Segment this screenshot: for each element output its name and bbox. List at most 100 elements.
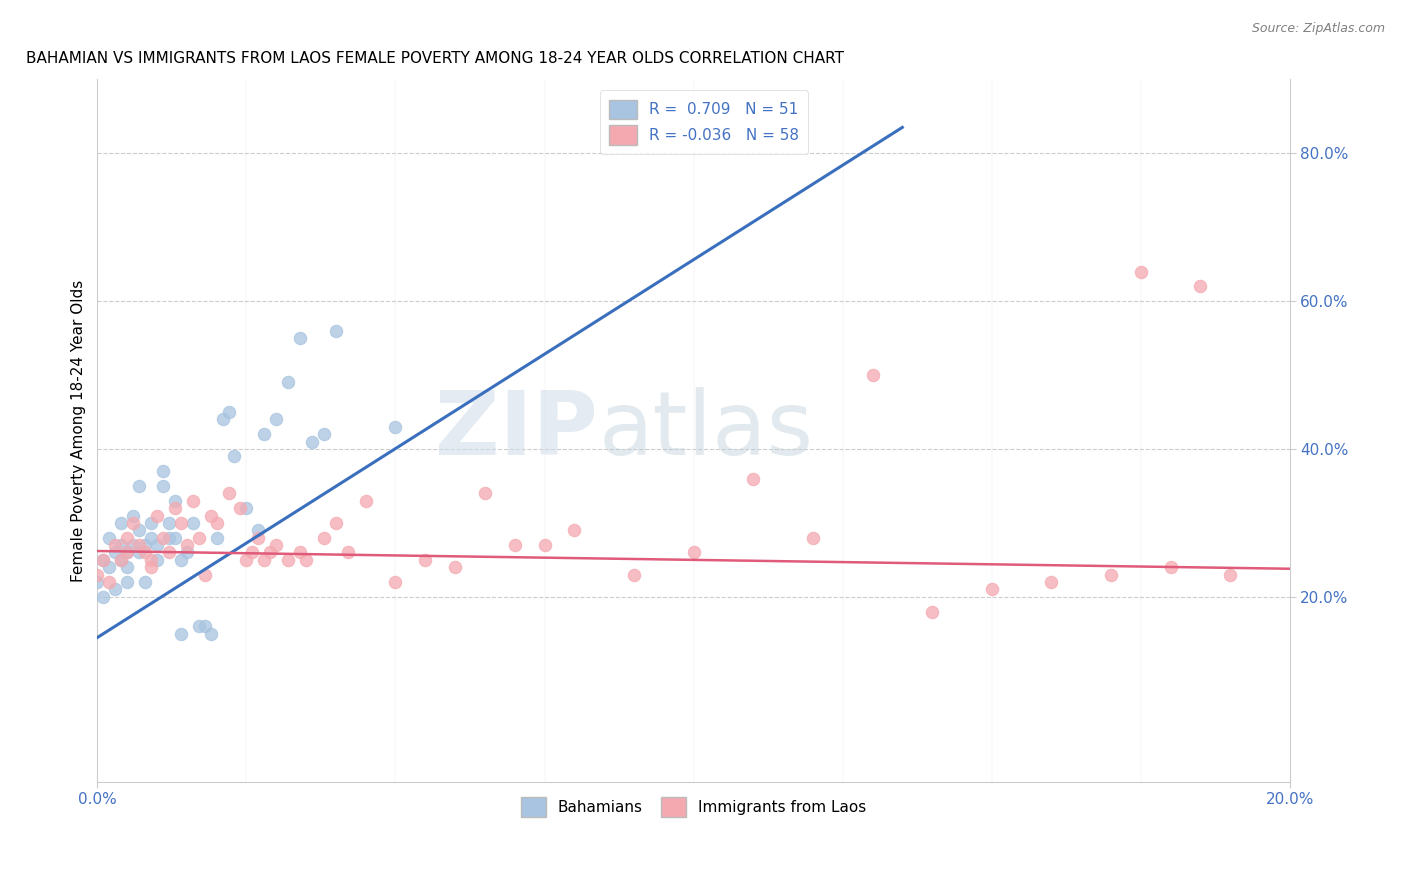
Point — [91, 553, 114, 567]
Point — [211, 412, 233, 426]
Point — [115, 575, 138, 590]
Point — [187, 619, 209, 633]
Point — [128, 479, 150, 493]
Point — [200, 627, 222, 641]
Point — [115, 560, 138, 574]
Point — [218, 405, 240, 419]
Point — [163, 501, 186, 516]
Point — [682, 545, 704, 559]
Point — [1189, 279, 1212, 293]
Point — [139, 553, 162, 567]
Point — [157, 531, 180, 545]
Point — [170, 627, 193, 641]
Point — [921, 605, 943, 619]
Point — [235, 553, 257, 567]
Point — [259, 545, 281, 559]
Point — [247, 524, 270, 538]
Point — [98, 560, 121, 574]
Text: Source: ZipAtlas.com: Source: ZipAtlas.com — [1251, 22, 1385, 36]
Point — [146, 508, 169, 523]
Point — [134, 575, 156, 590]
Point — [98, 575, 121, 590]
Text: atlas: atlas — [598, 387, 813, 474]
Point — [176, 538, 198, 552]
Point — [503, 538, 526, 552]
Point — [325, 516, 347, 530]
Point — [247, 531, 270, 545]
Point — [242, 545, 264, 559]
Point — [163, 493, 186, 508]
Point — [128, 545, 150, 559]
Point — [1040, 575, 1063, 590]
Point — [115, 545, 138, 559]
Point — [277, 376, 299, 390]
Point — [110, 538, 132, 552]
Point — [264, 412, 287, 426]
Point — [742, 472, 765, 486]
Point — [98, 531, 121, 545]
Point — [170, 553, 193, 567]
Point — [235, 501, 257, 516]
Point — [181, 493, 204, 508]
Point — [312, 427, 335, 442]
Point — [91, 590, 114, 604]
Point — [623, 567, 645, 582]
Point — [1219, 567, 1241, 582]
Legend: Bahamians, Immigrants from Laos: Bahamians, Immigrants from Laos — [513, 789, 873, 824]
Point — [288, 545, 311, 559]
Point — [354, 493, 377, 508]
Point — [86, 567, 108, 582]
Point — [128, 538, 150, 552]
Text: ZIP: ZIP — [436, 387, 598, 474]
Point — [146, 553, 169, 567]
Point — [224, 450, 246, 464]
Point — [128, 524, 150, 538]
Point — [139, 531, 162, 545]
Y-axis label: Female Poverty Among 18-24 Year Olds: Female Poverty Among 18-24 Year Olds — [72, 279, 86, 582]
Point — [181, 516, 204, 530]
Point — [1160, 560, 1182, 574]
Point — [384, 575, 406, 590]
Point — [533, 538, 555, 552]
Point — [980, 582, 1002, 597]
Point — [122, 516, 145, 530]
Point — [115, 545, 138, 559]
Point — [91, 553, 114, 567]
Point — [157, 545, 180, 559]
Point — [253, 553, 276, 567]
Text: BAHAMIAN VS IMMIGRANTS FROM LAOS FEMALE POVERTY AMONG 18-24 YEAR OLDS CORRELATIO: BAHAMIAN VS IMMIGRANTS FROM LAOS FEMALE … — [25, 51, 844, 66]
Point — [86, 575, 108, 590]
Point — [253, 427, 276, 442]
Point — [264, 538, 287, 552]
Point — [146, 538, 169, 552]
Point — [862, 368, 884, 382]
Point — [152, 479, 174, 493]
Point — [474, 486, 496, 500]
Point — [200, 508, 222, 523]
Point — [205, 516, 228, 530]
Point — [288, 331, 311, 345]
Point — [1099, 567, 1122, 582]
Point — [176, 545, 198, 559]
Point — [229, 501, 252, 516]
Point — [122, 538, 145, 552]
Point — [336, 545, 359, 559]
Point — [384, 419, 406, 434]
Point — [325, 324, 347, 338]
Point — [110, 553, 132, 567]
Point — [564, 524, 586, 538]
Point — [205, 531, 228, 545]
Point — [194, 567, 217, 582]
Point — [152, 531, 174, 545]
Point — [413, 553, 436, 567]
Point — [295, 553, 318, 567]
Point — [104, 538, 127, 552]
Point — [104, 545, 127, 559]
Point — [115, 531, 138, 545]
Point — [139, 516, 162, 530]
Point — [152, 464, 174, 478]
Point — [139, 560, 162, 574]
Point — [187, 531, 209, 545]
Point — [134, 545, 156, 559]
Point — [157, 516, 180, 530]
